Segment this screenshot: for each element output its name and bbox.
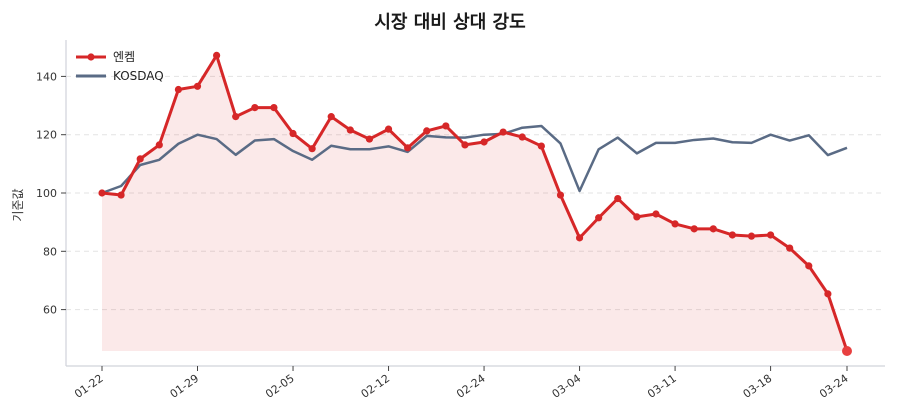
data-point [270, 103, 278, 112]
data-point [805, 262, 813, 270]
data-point [595, 214, 603, 222]
data-point [308, 145, 316, 153]
data-point [786, 244, 794, 252]
data-point [346, 126, 354, 134]
x-tick-label: 03-24 [817, 372, 851, 401]
y-tick-label: 140 [36, 70, 57, 83]
legend-label: 엔켐 [113, 50, 135, 64]
data-point [423, 127, 431, 135]
plot-area [98, 51, 852, 356]
data-point [747, 232, 756, 240]
legend: 엔켐 KOSDAQ [76, 50, 164, 83]
data-point [384, 125, 393, 133]
x-tick-label: 03-04 [550, 372, 584, 401]
data-point [461, 141, 469, 149]
data-point [404, 144, 412, 152]
x-tick-label: 01-29 [168, 372, 202, 401]
y-tick-label: 60 [43, 304, 57, 317]
data-point [556, 191, 565, 199]
line-enchem [101, 53, 849, 352]
data-point [824, 290, 832, 298]
data-point [575, 234, 584, 242]
chart-title: 시장 대비 상대 강도 [374, 12, 526, 33]
data-point [251, 103, 259, 112]
data-point [213, 51, 221, 60]
data-point [614, 194, 622, 203]
data-point [480, 138, 488, 146]
data-point [136, 155, 144, 163]
legend-label: KOSDAQ [113, 69, 164, 83]
data-point [537, 142, 545, 150]
data-point [232, 113, 240, 121]
data-point [327, 113, 335, 121]
data-point [98, 189, 106, 197]
x-tick-label: 02-05 [263, 372, 297, 401]
data-point [365, 135, 374, 143]
data-point [728, 231, 736, 239]
data-point [633, 213, 641, 221]
x-tick-label: 01-22 [72, 372, 106, 401]
data-point [499, 128, 507, 136]
data-point [709, 225, 717, 233]
area-fill [102, 55, 847, 351]
x-tick-label: 02-24 [454, 372, 488, 401]
data-point [652, 210, 660, 218]
x-tick-label: 03-11 [645, 372, 679, 401]
data-point [671, 220, 679, 228]
data-point [690, 225, 698, 233]
y-axis-label: 기준값 [11, 188, 25, 221]
data-point [842, 345, 852, 356]
y-tick-label: 80 [43, 245, 57, 258]
y-tick-label: 100 [36, 187, 57, 200]
data-point [117, 191, 125, 199]
data-point [518, 133, 526, 141]
data-point [289, 129, 297, 138]
y-tick-label: 120 [36, 129, 57, 142]
data-point [193, 82, 202, 90]
x-tick-label: 03-18 [741, 372, 775, 401]
data-point [442, 122, 450, 130]
data-point [174, 85, 183, 94]
data-point [155, 141, 163, 149]
x-tick-label: 02-12 [359, 372, 393, 401]
line-kosdaq [101, 124, 848, 195]
data-point [766, 231, 775, 239]
